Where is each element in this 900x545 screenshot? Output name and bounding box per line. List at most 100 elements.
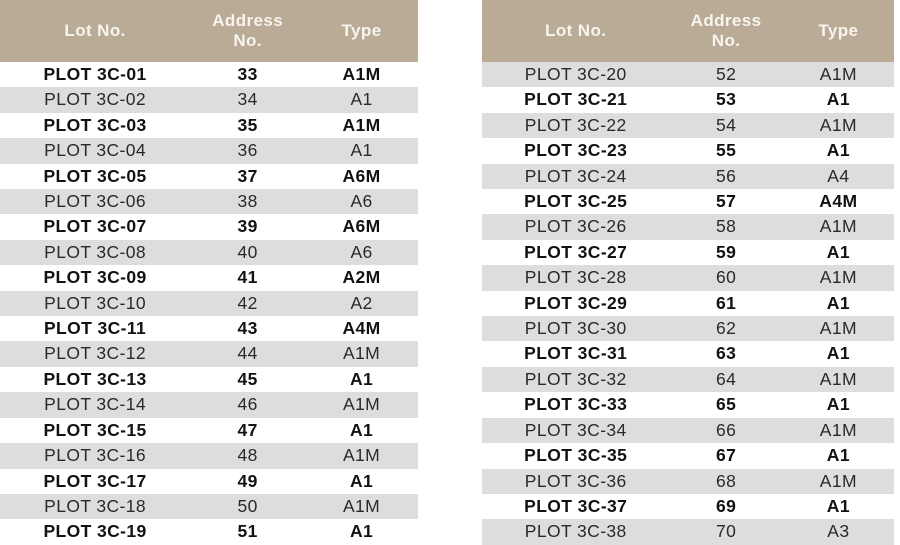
table-row: PLOT 3C-06 38 A6 — [0, 189, 418, 215]
table-row: PLOT 3C-03 35 A1M — [0, 112, 418, 139]
table-row: PLOT 3C-12 44 A1M — [0, 341, 418, 367]
table-row: PLOT 3C-21 53 A1 — [482, 87, 894, 113]
lot-cell: PLOT 3C-13 — [43, 368, 147, 389]
table-row: PLOT 3C-36 68 A1M — [482, 468, 894, 494]
address-cell: 36 — [237, 140, 258, 161]
address-cell: 59 — [715, 241, 737, 262]
lot-table-right: Lot No. Address No. Type PLOT 3C-20 52 A1M… — [482, 0, 894, 545]
type-cell: A1M — [342, 445, 381, 466]
table-row: PLOT 3C-14 46 A1M — [0, 392, 418, 418]
type-cell: A4 — [827, 165, 850, 186]
table-row: PLOT 3C-29 61 A1 — [482, 290, 894, 317]
address-cell: 44 — [237, 343, 258, 364]
address-cell: 46 — [237, 394, 258, 415]
type-cell: A1M — [342, 394, 381, 415]
table-row: PLOT 3C-05 37 A6M — [0, 163, 418, 190]
type-cell: A1 — [349, 419, 374, 440]
col-header-lot-no: Lot No. — [0, 0, 190, 62]
address-cell: 38 — [237, 191, 258, 212]
address-cell: 50 — [237, 495, 258, 516]
type-cell: A2 — [350, 292, 373, 313]
type-cell: A1M — [819, 64, 857, 84]
address-cell: 39 — [237, 216, 258, 237]
table-row: PLOT 3C-17 49 A1 — [0, 468, 418, 494]
type-cell: A1 — [826, 292, 850, 313]
col-header-address-no: Address No. — [669, 0, 782, 62]
lot-cell: PLOT 3C-27 — [524, 241, 628, 262]
table-row: PLOT 3C-24 56 A4 — [482, 163, 894, 190]
table-row: PLOT 3C-10 42 A2 — [0, 290, 418, 317]
address-cell: 67 — [715, 445, 737, 466]
lot-cell: PLOT 3C-12 — [44, 343, 147, 364]
type-cell: A1 — [826, 445, 850, 466]
address-cell: 70 — [715, 521, 737, 542]
address-cell: 34 — [237, 89, 258, 110]
table-row: PLOT 3C-19 51 A1 — [0, 519, 418, 545]
lot-cell: PLOT 3C-01 — [43, 64, 147, 84]
table-header-left: Lot No. Address No. Type — [0, 0, 418, 62]
type-cell: A1M — [819, 470, 857, 491]
lot-cell: PLOT 3C-06 — [44, 191, 147, 212]
table-row: PLOT 3C-34 66 A1M — [482, 417, 894, 444]
type-cell: A6M — [342, 165, 381, 186]
table-header-right: Lot No. Address No. Type — [482, 0, 894, 62]
table-row: PLOT 3C-09 41 A2M — [0, 265, 418, 291]
type-cell: A6 — [350, 241, 373, 262]
address-cell: 40 — [237, 241, 258, 262]
type-cell: A1M — [819, 368, 857, 389]
table-row: PLOT 3C-31 63 A1 — [482, 341, 894, 367]
type-cell: A1M — [342, 114, 381, 135]
type-cell: A3 — [827, 521, 850, 542]
address-cell: 43 — [237, 318, 258, 339]
address-cell: 47 — [237, 419, 258, 440]
address-cell: 62 — [715, 318, 737, 339]
lot-cell: PLOT 3C-25 — [524, 191, 628, 212]
type-cell: A1 — [349, 368, 374, 389]
lot-cell: PLOT 3C-18 — [44, 495, 147, 516]
lot-cell: PLOT 3C-17 — [43, 470, 147, 491]
type-cell: A1M — [342, 64, 381, 84]
address-cell: 66 — [715, 419, 737, 440]
type-cell: A1 — [826, 394, 850, 415]
lot-cell: PLOT 3C-15 — [43, 419, 147, 440]
address-cell: 41 — [237, 267, 258, 288]
type-cell: A6 — [350, 191, 373, 212]
table-body-right: PLOT 3C-20 52 A1M PLOT 3C-21 53 A1 PLOT 3C-22 5… — [482, 62, 894, 545]
table-row: PLOT 3C-22 54 A1M — [482, 112, 894, 139]
col-header-address-no-label: Address No. — [690, 11, 762, 50]
lot-cell: PLOT 3C-05 — [43, 165, 147, 186]
type-cell: A4M — [819, 191, 858, 212]
address-cell: 33 — [237, 64, 258, 84]
lot-cell: PLOT 3C-33 — [524, 394, 628, 415]
table-row: PLOT 3C-08 40 A6 — [0, 239, 418, 266]
table-row: PLOT 3C-20 52 A1M — [482, 62, 894, 88]
type-cell: A1M — [819, 114, 857, 135]
address-cell: 61 — [715, 292, 737, 313]
table-row: PLOT 3C-18 50 A1M — [0, 493, 418, 520]
col-header-lot-no: Lot No. — [482, 0, 669, 62]
type-cell: A4M — [342, 318, 381, 339]
type-cell: A1M — [819, 419, 857, 440]
table-row: PLOT 3C-04 36 A1 — [0, 138, 418, 164]
address-cell: 42 — [237, 292, 258, 313]
type-cell: A1M — [819, 267, 857, 288]
lot-cell: PLOT 3C-23 — [524, 140, 628, 161]
lot-cell: PLOT 3C-16 — [44, 445, 147, 466]
lot-cell: PLOT 3C-11 — [43, 318, 147, 339]
table-row: PLOT 3C-33 65 A1 — [482, 392, 894, 418]
table-row: PLOT 3C-30 62 A1M — [482, 316, 894, 342]
address-cell: 58 — [715, 216, 737, 237]
address-cell: 35 — [237, 114, 258, 135]
type-cell: A1M — [819, 318, 857, 339]
address-cell: 45 — [237, 368, 258, 389]
lot-cell: PLOT 3C-10 — [44, 292, 147, 313]
type-cell: A1 — [826, 89, 850, 110]
type-cell: A2M — [342, 267, 381, 288]
address-cell: 56 — [715, 165, 737, 186]
lot-cell: PLOT 3C-26 — [524, 216, 627, 237]
table-body-left: PLOT 3C-01 33 A1M PLOT 3C-02 34 A1 PLOT 3C-03 3… — [0, 62, 418, 545]
type-cell: A1 — [826, 343, 850, 364]
address-cell: 64 — [715, 368, 737, 389]
col-header-type: Type — [305, 0, 418, 62]
